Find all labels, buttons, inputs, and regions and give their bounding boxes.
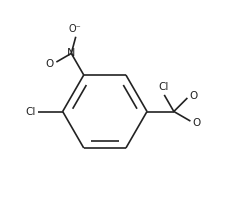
Text: O⁻: O⁻: [68, 24, 81, 34]
Text: O: O: [190, 91, 198, 101]
Text: Cl: Cl: [25, 107, 36, 117]
Text: O: O: [46, 59, 54, 69]
Text: N: N: [67, 48, 75, 58]
Text: O: O: [193, 118, 201, 128]
Text: Cl: Cl: [158, 82, 169, 92]
